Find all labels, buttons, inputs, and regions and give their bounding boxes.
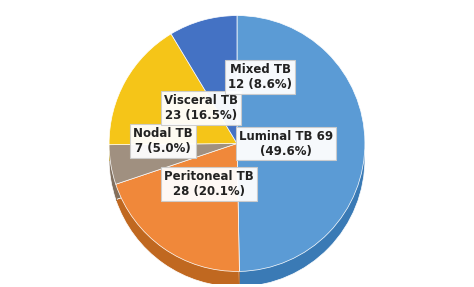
Wedge shape — [116, 144, 239, 272]
Wedge shape — [109, 144, 237, 184]
Text: Luminal TB 69
(49.6%): Luminal TB 69 (49.6%) — [238, 129, 333, 158]
Wedge shape — [109, 49, 237, 160]
Wedge shape — [237, 15, 365, 272]
Text: Mixed TB
12 (8.6%): Mixed TB 12 (8.6%) — [228, 63, 292, 91]
Wedge shape — [237, 31, 365, 287]
Text: Peritoneal TB
28 (20.1%): Peritoneal TB 28 (20.1%) — [164, 170, 254, 198]
Text: Nodal TB
7 (5.0%): Nodal TB 7 (5.0%) — [133, 127, 192, 155]
Wedge shape — [171, 15, 237, 144]
Wedge shape — [116, 159, 239, 287]
Text: Visceral TB
23 (16.5%): Visceral TB 23 (16.5%) — [164, 94, 238, 122]
Wedge shape — [109, 159, 237, 199]
Wedge shape — [171, 31, 237, 159]
Wedge shape — [109, 34, 237, 145]
